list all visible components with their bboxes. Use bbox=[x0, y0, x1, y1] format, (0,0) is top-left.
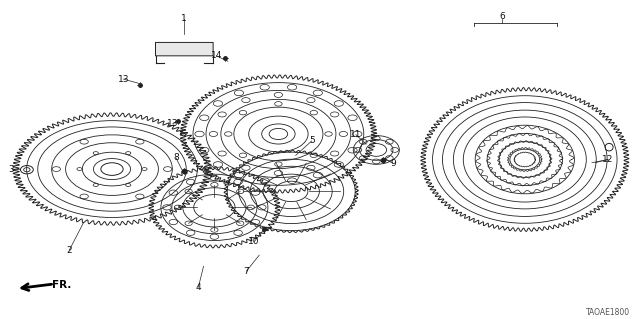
Text: 3: 3 bbox=[9, 165, 14, 174]
FancyBboxPatch shape bbox=[156, 42, 213, 56]
Text: 1: 1 bbox=[182, 14, 187, 23]
Text: 11: 11 bbox=[350, 130, 362, 139]
Text: 6: 6 bbox=[500, 12, 505, 21]
Text: 13: 13 bbox=[118, 75, 129, 84]
Text: 7: 7 bbox=[244, 267, 249, 276]
Text: 10: 10 bbox=[248, 237, 260, 246]
Text: 5: 5 bbox=[309, 137, 314, 145]
Text: TAOAE1800: TAOAE1800 bbox=[586, 308, 630, 317]
Text: 12: 12 bbox=[602, 155, 614, 164]
Text: 4: 4 bbox=[196, 283, 201, 292]
Text: 14: 14 bbox=[211, 51, 222, 60]
Text: FR.: FR. bbox=[52, 280, 72, 290]
Text: 2: 2 bbox=[67, 246, 72, 255]
Text: 13: 13 bbox=[167, 119, 179, 128]
Text: 8: 8 bbox=[173, 153, 179, 162]
Text: 9: 9 bbox=[390, 159, 396, 168]
